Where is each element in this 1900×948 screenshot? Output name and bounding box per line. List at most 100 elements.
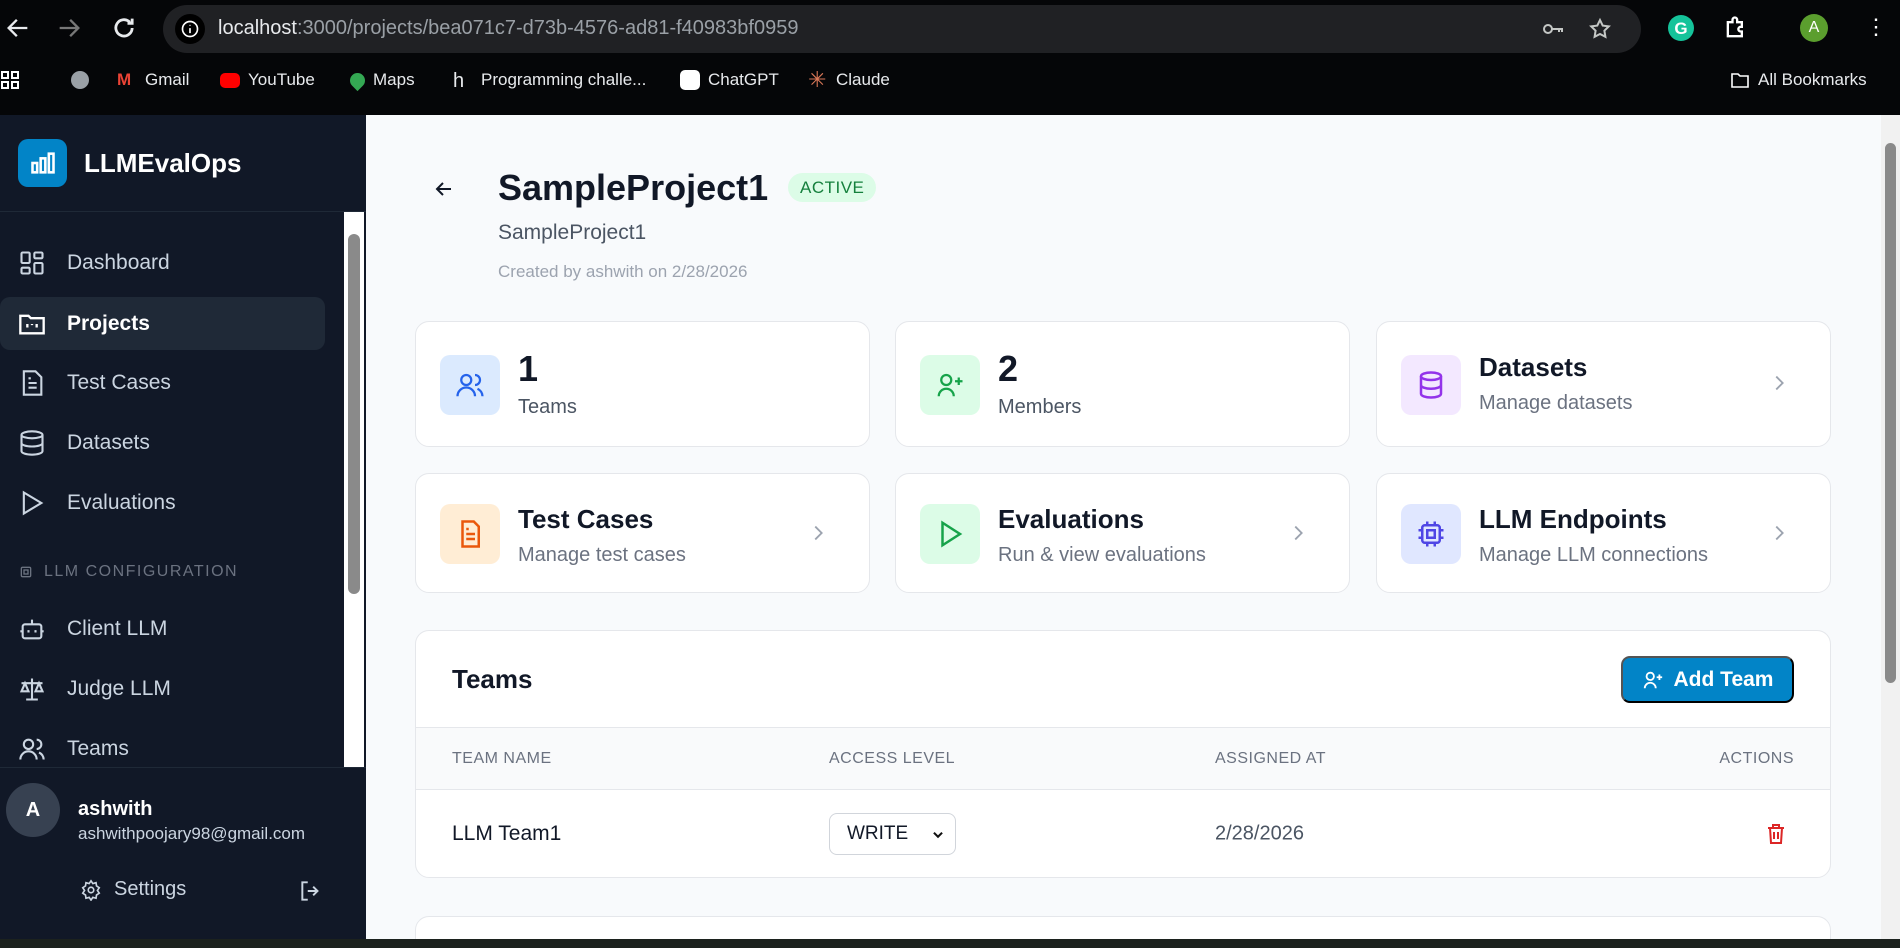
sidebar-item-label: Projects	[67, 311, 150, 335]
password-key-icon[interactable]	[1541, 17, 1565, 41]
table-row: LLM Team1 WRITE 2/28/2026	[416, 790, 1830, 877]
apps-icon[interactable]	[0, 70, 20, 90]
link-card-llm-endpoints[interactable]: LLM Endpoints Manage LLM connections	[1376, 473, 1831, 593]
link-card-evaluations[interactable]: Evaluations Run & view evaluations	[895, 473, 1350, 593]
reload-icon[interactable]	[110, 14, 138, 42]
avatar[interactable]: A	[6, 783, 60, 837]
taskbar-edge	[0, 939, 1900, 948]
sidebar-item-test-cases[interactable]: Test Cases	[0, 356, 325, 409]
add-team-label: Add Team	[1673, 667, 1774, 691]
settings-button[interactable]: Settings	[80, 878, 186, 901]
teams-panel: Teams Add Team TEAM NAME ACCESS LEVEL AS…	[415, 630, 1831, 878]
url-text: localhost:3000/projects/bea071c7-d73b-45…	[218, 17, 798, 40]
card-description: Manage datasets	[1479, 392, 1633, 414]
page-title: SampleProject1	[498, 167, 769, 208]
bookmark-programming[interactable]: h Programming challe...	[453, 70, 646, 92]
address-bar[interactable]: localhost:3000/projects/bea071c7-d73b-45…	[163, 5, 1641, 53]
hackerrank-icon: h	[453, 70, 465, 92]
maps-icon	[346, 69, 369, 91]
column-header: ACCESS LEVEL	[829, 749, 956, 767]
file-text-icon	[440, 504, 500, 564]
all-bookmarks[interactable]: All Bookmarks	[1730, 70, 1867, 90]
url-host: localhost	[218, 17, 297, 39]
back-arrow-icon[interactable]	[432, 177, 456, 201]
url-path: :3000/projects/bea071c7-d73b-4576-ad81-f…	[296, 17, 799, 39]
section-llm-configuration: LLM CONFIGURATION	[18, 563, 238, 581]
stat-value: 2	[998, 348, 1019, 389]
bookmark-claude[interactable]: ✳ Claude	[808, 69, 890, 91]
scrollbar-thumb[interactable]	[348, 234, 360, 594]
star-icon[interactable]	[1588, 17, 1612, 41]
teams-panel-header: Teams Add Team	[416, 631, 1830, 728]
logout-icon[interactable]	[298, 878, 324, 904]
extensions-icon[interactable]	[1722, 14, 1750, 42]
trash-icon[interactable]	[1764, 822, 1788, 846]
scrollbar-thumb[interactable]	[1885, 143, 1896, 683]
stat-label: Teams	[518, 396, 577, 418]
globe-icon[interactable]	[70, 70, 90, 90]
sidebar-item-client-llm[interactable]: Client LLM	[0, 602, 325, 655]
chevron-right-icon	[1287, 522, 1309, 544]
forward-icon[interactable]	[55, 14, 83, 42]
user-plus-icon	[1643, 671, 1662, 688]
dashboard-icon	[20, 250, 44, 275]
play-icon	[920, 504, 980, 564]
card-title: Evaluations	[998, 504, 1144, 534]
menu-dots-icon[interactable]: ⋮	[1865, 14, 1887, 39]
user-name: ashwith	[78, 798, 153, 820]
gear-icon	[81, 878, 101, 901]
table-header: TEAM NAME ACCESS LEVEL ASSIGNED AT ACTIO…	[416, 728, 1830, 790]
bookmark-label: YouTube	[248, 70, 315, 89]
team-name: LLM Team1	[452, 822, 562, 845]
profile-avatar[interactable]: A	[1800, 14, 1828, 42]
project-description: SampleProject1	[498, 221, 647, 244]
chevron-right-icon	[807, 522, 829, 544]
user-email: ashwithpoojary98@gmail.com	[78, 824, 306, 843]
sidebar-item-label: Test Cases	[67, 370, 171, 394]
bookmark-label: Claude	[836, 70, 890, 89]
card-description: Manage test cases	[518, 544, 686, 566]
sidebar-item-label: Datasets	[67, 430, 150, 454]
sidebar-scrollbar[interactable]	[344, 212, 364, 767]
chatgpt-icon	[680, 70, 700, 90]
link-card-test-cases[interactable]: Test Cases Manage test cases	[415, 473, 870, 593]
sidebar-nav: Dashboard Projects Test Cases Datasets E…	[0, 212, 344, 767]
stat-label: Members	[998, 396, 1082, 418]
brand[interactable]: LLMEvalOps	[0, 115, 366, 212]
sidebar-item-projects[interactable]: Projects	[0, 297, 325, 350]
bookmark-chatgpt[interactable]: ChatGPT	[680, 70, 779, 90]
assigned-at: 2/28/2026	[1215, 822, 1304, 845]
card-title: Test Cases	[518, 504, 654, 534]
gmail-icon: M	[117, 70, 132, 89]
sidebar-item-evaluations[interactable]: Evaluations	[0, 476, 325, 529]
grammarly-icon[interactable]: G	[1667, 14, 1695, 42]
chevron-right-icon	[1768, 372, 1790, 394]
sidebar-item-label: Judge LLM	[67, 676, 171, 700]
bookmark-gmail[interactable]: M Gmail	[117, 70, 189, 90]
add-team-button[interactable]: Add Team	[1621, 656, 1794, 703]
cpu-icon	[1401, 504, 1461, 564]
user-plus-icon	[920, 355, 980, 415]
bot-icon	[20, 619, 44, 639]
bookmark-youtube[interactable]: YouTube	[220, 70, 315, 90]
link-card-datasets[interactable]: Datasets Manage datasets	[1376, 321, 1831, 447]
back-icon[interactable]	[4, 14, 32, 42]
sidebar-item-label: Client LLM	[67, 616, 168, 640]
chevron-right-icon	[1768, 522, 1790, 544]
sidebar-item-teams[interactable]: Teams	[0, 722, 325, 767]
card-title: LLM Endpoints	[1479, 504, 1667, 534]
bookmark-maps[interactable]: Maps	[346, 69, 415, 91]
section-label: LLM CONFIGURATION	[44, 563, 239, 580]
created-info: Created by ashwith on 2/28/2026	[498, 262, 748, 281]
access-level-select[interactable]: WRITE	[829, 813, 956, 855]
status-badge: ACTIVE	[788, 173, 877, 202]
sidebar-item-datasets[interactable]: Datasets	[0, 416, 325, 469]
sidebar-item-dashboard[interactable]: Dashboard	[0, 236, 325, 289]
site-info-icon[interactable]	[175, 14, 205, 44]
next-panel	[415, 916, 1831, 939]
sidebar-item-judge-llm[interactable]: Judge LLM	[0, 662, 325, 715]
column-header: TEAM NAME	[452, 749, 552, 767]
browser-chrome: localhost:3000/projects/bea071c7-d73b-45…	[0, 0, 1900, 115]
main-scrollbar[interactable]	[1881, 115, 1900, 939]
folder-icon	[19, 314, 45, 334]
